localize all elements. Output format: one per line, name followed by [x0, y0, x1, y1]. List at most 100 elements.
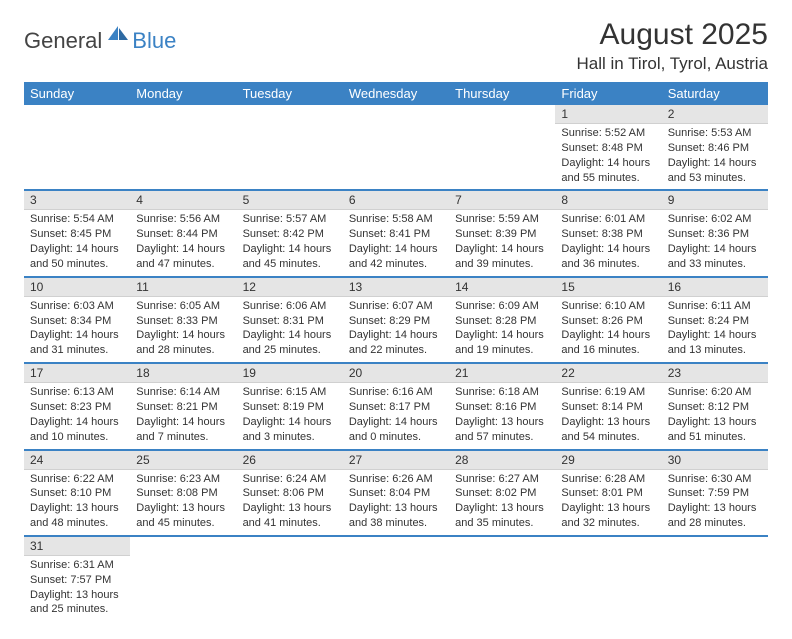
calendar-cell: 16 Sunrise: 6:11 AMSunset: 8:24 PMDayligh… [662, 277, 768, 363]
calendar-cell: 6Sunrise: 5:58 AMSunset: 8:41 PMDaylight… [343, 190, 449, 276]
calendar-cell: 12Sunrise: 6:06 AMSunset: 8:31 PMDayligh… [237, 277, 343, 363]
weekday-header: Tuesday [237, 82, 343, 105]
calendar-cell: 20Sunrise: 6:16 AMSunset: 8:17 PMDayligh… [343, 363, 449, 449]
sunrise-text: Sunrise: 5:53 AM [668, 126, 762, 141]
calendar-cell [237, 536, 343, 621]
calendar-cell: 28Sunrise: 6:27 AMSunset: 8:02 PMDayligh… [449, 450, 555, 536]
daylight-text: Daylight: 14 hours and 36 minutes. [561, 242, 655, 272]
calendar-table: Sunday Monday Tuesday Wednesday Thursday… [24, 82, 768, 621]
sunset-text: Sunset: 8:31 PM [243, 314, 337, 329]
sunrise-text: Sunrise: 5:52 AM [561, 126, 655, 141]
day-number: 5 [237, 191, 343, 210]
weekday-header: Friday [555, 82, 661, 105]
day-details: Sunrise: 6:07 AMSunset: 8:29 PMDaylight:… [343, 297, 449, 362]
day-details: Sunrise: 5:59 AMSunset: 8:39 PMDaylight:… [449, 210, 555, 275]
daylight-text: Daylight: 13 hours and 35 minutes. [455, 501, 549, 531]
daylight-text: Daylight: 13 hours and 32 minutes. [561, 501, 655, 531]
calendar-cell: 8Sunrise: 6:01 AMSunset: 8:38 PMDaylight… [555, 190, 661, 276]
calendar-cell [130, 536, 236, 621]
day-details: Sunrise: 6:27 AMSunset: 8:02 PMDaylight:… [449, 470, 555, 535]
calendar-week-row: 24Sunrise: 6:22 AMSunset: 8:10 PMDayligh… [24, 450, 768, 536]
calendar-cell: 21Sunrise: 6:18 AMSunset: 8:16 PMDayligh… [449, 363, 555, 449]
day-number: 7 [449, 191, 555, 210]
day-number: 16 [662, 278, 768, 297]
calendar-cell: 10Sunrise: 6:03 AMSunset: 8:34 PMDayligh… [24, 277, 130, 363]
day-number: 14 [449, 278, 555, 297]
calendar-cell: 13Sunrise: 6:07 AMSunset: 8:29 PMDayligh… [343, 277, 449, 363]
weekday-header: Monday [130, 82, 236, 105]
weekday-header: Thursday [449, 82, 555, 105]
daylight-text: Daylight: 14 hours and 13 minutes. [668, 328, 762, 358]
day-number [130, 105, 236, 109]
sunset-text: Sunset: 7:59 PM [668, 486, 762, 501]
sunset-text: Sunset: 8:29 PM [349, 314, 443, 329]
daylight-text: Daylight: 13 hours and 41 minutes. [243, 501, 337, 531]
calendar-cell: 25Sunrise: 6:23 AMSunset: 8:08 PMDayligh… [130, 450, 236, 536]
day-number: 25 [130, 451, 236, 470]
calendar-cell [130, 105, 236, 190]
day-details: Sunrise: 6:24 AMSunset: 8:06 PMDaylight:… [237, 470, 343, 535]
sunrise-text: Sunrise: 6:26 AM [349, 472, 443, 487]
sunrise-text: Sunrise: 6:11 AM [668, 299, 762, 314]
day-number: 23 [662, 364, 768, 383]
daylight-text: Daylight: 14 hours and 31 minutes. [30, 328, 124, 358]
calendar-cell: 11Sunrise: 6:05 AMSunset: 8:33 PMDayligh… [130, 277, 236, 363]
sunrise-text: Sunrise: 6:10 AM [561, 299, 655, 314]
calendar-cell: 29Sunrise: 6:28 AMSunset: 8:01 PMDayligh… [555, 450, 661, 536]
day-details: Sunrise: 5:52 AMSunset: 8:48 PMDaylight:… [555, 124, 661, 189]
daylight-text: Daylight: 14 hours and 42 minutes. [349, 242, 443, 272]
day-number: 8 [555, 191, 661, 210]
daylight-text: Daylight: 14 hours and 25 minutes. [243, 328, 337, 358]
calendar-cell: 3Sunrise: 5:54 AMSunset: 8:45 PMDaylight… [24, 190, 130, 276]
calendar-cell: 23Sunrise: 6:20 AMSunset: 8:12 PMDayligh… [662, 363, 768, 449]
calendar-week-row: 10Sunrise: 6:03 AMSunset: 8:34 PMDayligh… [24, 277, 768, 363]
day-details: Sunrise: 6:18 AMSunset: 8:16 PMDaylight:… [449, 383, 555, 448]
sunset-text: Sunset: 8:21 PM [136, 400, 230, 415]
daylight-text: Daylight: 13 hours and 57 minutes. [455, 415, 549, 445]
day-details: Sunrise: 6:15 AMSunset: 8:19 PMDaylight:… [237, 383, 343, 448]
sunrise-text: Sunrise: 6:23 AM [136, 472, 230, 487]
sunrise-text: Sunrise: 5:54 AM [30, 212, 124, 227]
day-number: 21 [449, 364, 555, 383]
daylight-text: Daylight: 14 hours and 0 minutes. [349, 415, 443, 445]
sunset-text: Sunset: 8:38 PM [561, 227, 655, 242]
sunrise-text: Sunrise: 6:18 AM [455, 385, 549, 400]
calendar-week-row: 1Sunrise: 5:52 AMSunset: 8:48 PMDaylight… [24, 105, 768, 190]
sunrise-text: Sunrise: 6:24 AM [243, 472, 337, 487]
day-number: 20 [343, 364, 449, 383]
sunset-text: Sunset: 8:34 PM [30, 314, 124, 329]
sunrise-text: Sunrise: 6:30 AM [668, 472, 762, 487]
sunset-text: Sunset: 8:33 PM [136, 314, 230, 329]
calendar-cell [237, 105, 343, 190]
day-number: 30 [662, 451, 768, 470]
calendar-cell [555, 536, 661, 621]
sunset-text: Sunset: 8:14 PM [561, 400, 655, 415]
day-details: Sunrise: 6:06 AMSunset: 8:31 PMDaylight:… [237, 297, 343, 362]
calendar-cell: 5Sunrise: 5:57 AMSunset: 8:42 PMDaylight… [237, 190, 343, 276]
sunrise-text: Sunrise: 5:59 AM [455, 212, 549, 227]
day-number: 9 [662, 191, 768, 210]
day-number: 24 [24, 451, 130, 470]
daylight-text: Daylight: 13 hours and 48 minutes. [30, 501, 124, 531]
sunset-text: Sunset: 8:08 PM [136, 486, 230, 501]
sunrise-text: Sunrise: 6:22 AM [30, 472, 124, 487]
day-details: Sunrise: 6:22 AMSunset: 8:10 PMDaylight:… [24, 470, 130, 535]
sunrise-text: Sunrise: 5:56 AM [136, 212, 230, 227]
sunset-text: Sunset: 8:24 PM [668, 314, 762, 329]
sunset-text: Sunset: 8:06 PM [243, 486, 337, 501]
sunrise-text: Sunrise: 6:31 AM [30, 558, 124, 573]
sunset-text: Sunset: 8:12 PM [668, 400, 762, 415]
calendar-cell [449, 105, 555, 190]
sunrise-text: Sunrise: 6:02 AM [668, 212, 762, 227]
daylight-text: Daylight: 13 hours and 28 minutes. [668, 501, 762, 531]
sunrise-text: Sunrise: 6:14 AM [136, 385, 230, 400]
day-details: Sunrise: 6:23 AMSunset: 8:08 PMDaylight:… [130, 470, 236, 535]
sunset-text: Sunset: 8:44 PM [136, 227, 230, 242]
calendar-cell [343, 105, 449, 190]
daylight-text: Daylight: 14 hours and 16 minutes. [561, 328, 655, 358]
calendar-cell: 18Sunrise: 6:14 AMSunset: 8:21 PMDayligh… [130, 363, 236, 449]
sunrise-text: Sunrise: 5:57 AM [243, 212, 337, 227]
calendar-cell: 30 Sunrise: 6:30 AMSunset: 7:59 PMDayligh… [662, 450, 768, 536]
day-number [343, 537, 449, 541]
sunrise-text: Sunrise: 6:19 AM [561, 385, 655, 400]
